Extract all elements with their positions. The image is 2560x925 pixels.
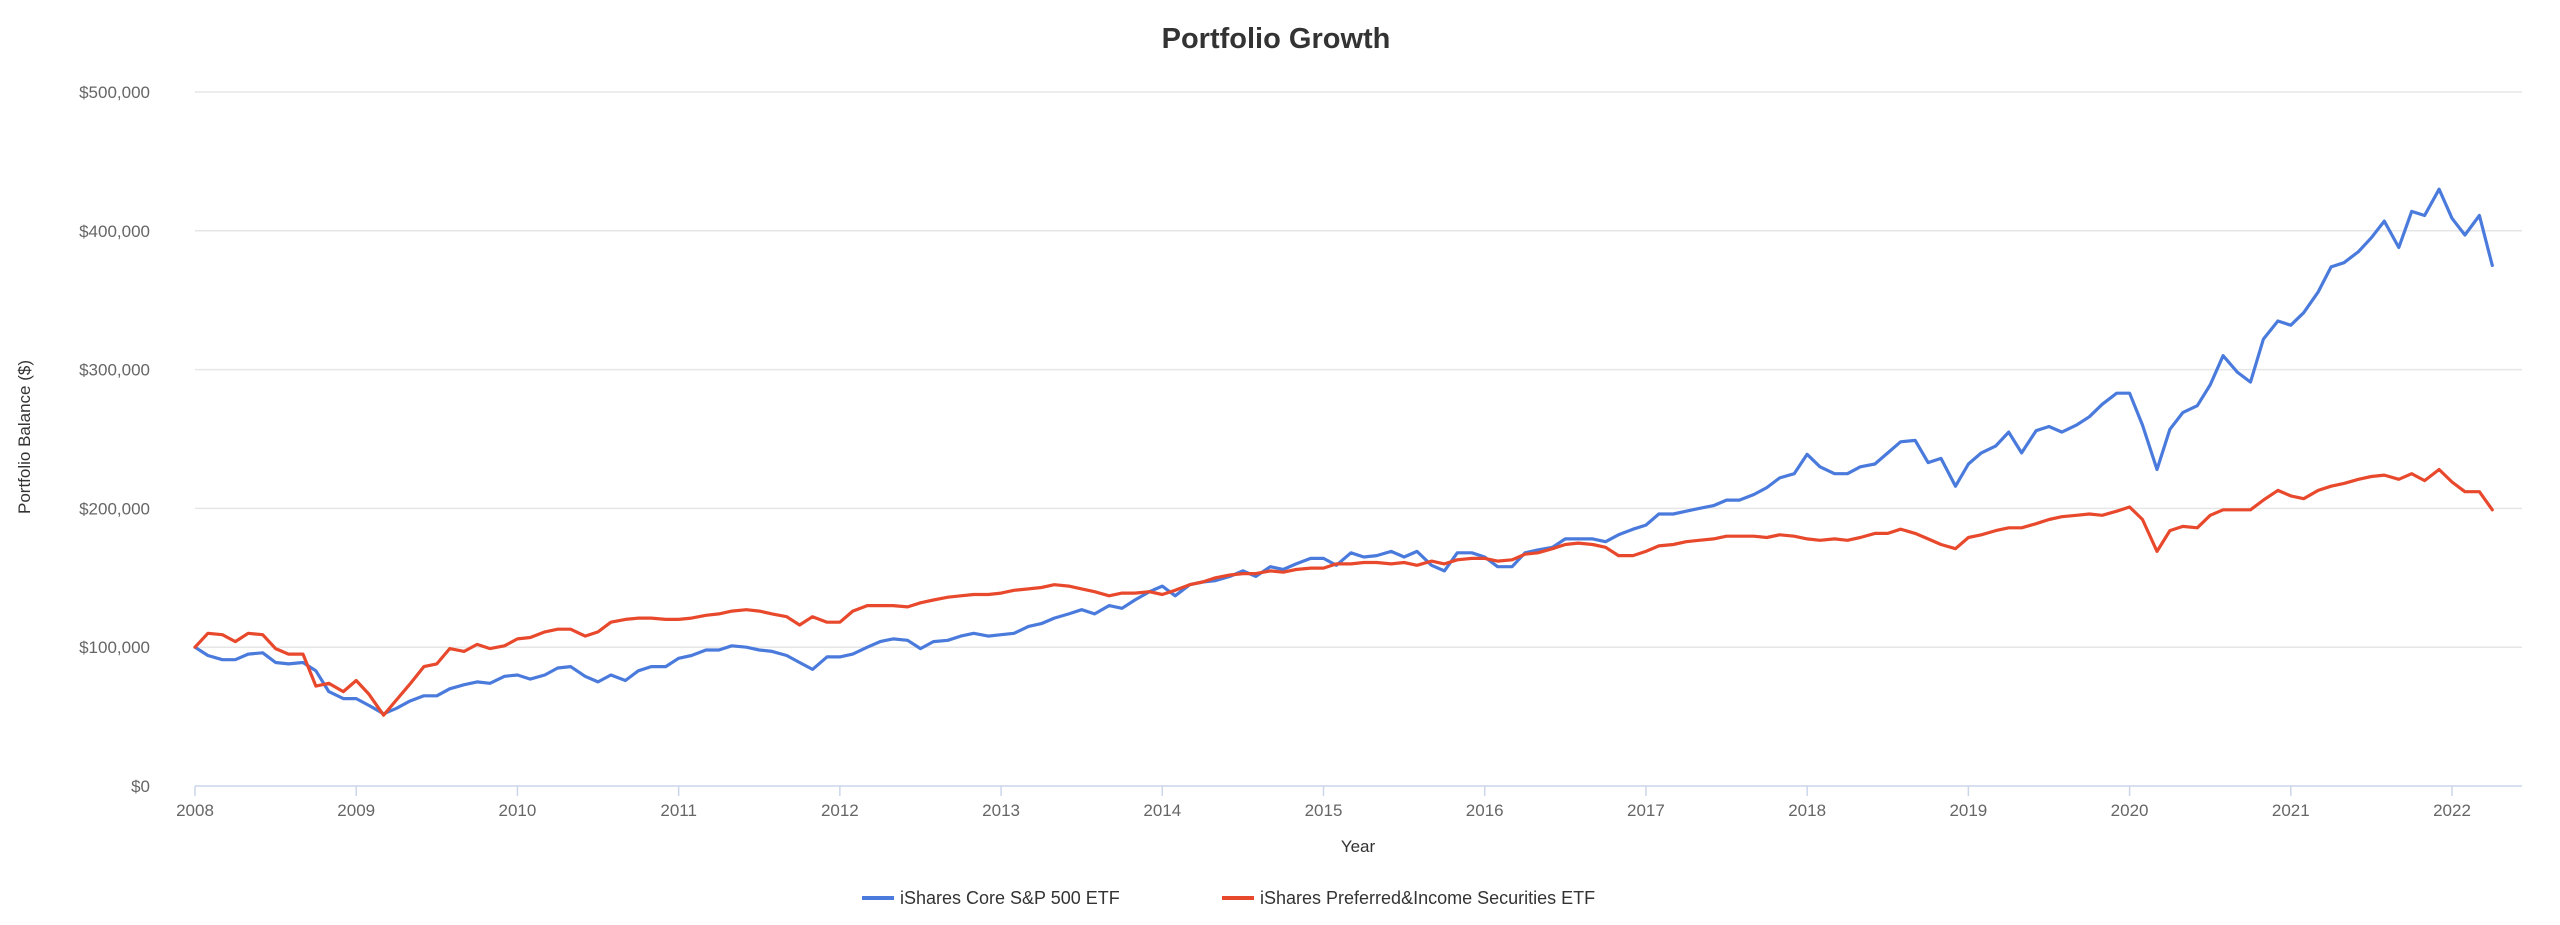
gridlines bbox=[195, 91, 2522, 787]
legend-item-1[interactable]: iShares Core S&P 500 ETF bbox=[862, 888, 1120, 908]
x-tick-label: 2014 bbox=[1143, 801, 1181, 820]
legend[interactable]: iShares Core S&P 500 ETF iShares Preferre… bbox=[862, 888, 1595, 908]
series-line-2[interactable] bbox=[193, 467, 2494, 717]
x-tick-label: 2012 bbox=[821, 801, 859, 820]
y-tick-label: $0 bbox=[131, 777, 150, 796]
x-tick-label: 2019 bbox=[1949, 801, 1987, 820]
x-tick-label: 2008 bbox=[176, 801, 214, 820]
y-axis-title: Portfolio Balance ($) bbox=[15, 360, 34, 514]
x-tick-label: 2013 bbox=[982, 801, 1020, 820]
y-axis-ticks: $0 $100,000 $200,000 $300,000 $400,000 $500,0… bbox=[79, 83, 150, 796]
x-tick-label: 2015 bbox=[1305, 801, 1343, 820]
legend-label: iShares Preferred&Income Securities ETF bbox=[1260, 888, 1595, 908]
y-tick-label: $500,000 bbox=[79, 83, 150, 102]
series-lines bbox=[193, 187, 2494, 717]
legend-label: iShares Core S&P 500 ETF bbox=[900, 888, 1120, 908]
y-tick-label: $200,000 bbox=[79, 499, 150, 518]
x-tick-label: 2017 bbox=[1627, 801, 1665, 820]
x-tick-label: 2009 bbox=[337, 801, 375, 820]
x-axis-title: Year bbox=[1341, 837, 1376, 856]
x-axis-ticks: 2008 2009 2010 2011 2012 2013 2014 2015 2016 2017… bbox=[176, 786, 2471, 820]
series-line-1[interactable] bbox=[193, 187, 2494, 716]
x-tick-label: 2022 bbox=[2433, 801, 2471, 820]
chart-title: Portfolio Growth bbox=[1162, 23, 1391, 55]
x-tick-label: 2011 bbox=[660, 801, 697, 820]
legend-item-2[interactable]: iShares Preferred&Income Securities ETF bbox=[1222, 888, 1595, 908]
x-tick-label: 2018 bbox=[1788, 801, 1826, 820]
x-tick-label: 2021 bbox=[2272, 801, 2310, 820]
x-tick-label: 2010 bbox=[499, 801, 537, 820]
y-tick-label: $400,000 bbox=[79, 222, 150, 241]
y-tick-label: $100,000 bbox=[79, 638, 150, 657]
x-tick-label: 2020 bbox=[2111, 801, 2149, 820]
x-tick-label: 2016 bbox=[1466, 801, 1504, 820]
y-tick-label: $300,000 bbox=[79, 361, 150, 380]
